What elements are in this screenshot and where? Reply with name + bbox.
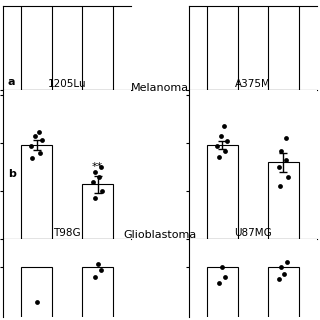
Point bbox=[93, 169, 98, 174]
Bar bbox=[21, 0, 52, 90]
Title: T98G: T98G bbox=[53, 228, 81, 238]
Point bbox=[282, 272, 287, 277]
Title: U87MG: U87MG bbox=[234, 228, 272, 238]
Title: 1205Lu: 1205Lu bbox=[48, 79, 86, 89]
Point bbox=[279, 264, 284, 269]
Point bbox=[39, 138, 44, 143]
Bar bbox=[268, 162, 299, 239]
Point bbox=[29, 143, 34, 148]
Point bbox=[95, 262, 100, 267]
Title: A375M: A375M bbox=[235, 79, 271, 89]
Point bbox=[219, 134, 224, 139]
Bar bbox=[21, 267, 52, 320]
Point bbox=[276, 164, 282, 170]
Point bbox=[99, 164, 104, 170]
Point bbox=[223, 274, 228, 279]
Text: a: a bbox=[8, 76, 15, 87]
Point bbox=[90, 180, 95, 185]
Point bbox=[279, 148, 284, 153]
Text: **: ** bbox=[92, 162, 103, 172]
Bar bbox=[207, 0, 237, 90]
Point bbox=[284, 158, 289, 163]
Point bbox=[37, 150, 42, 155]
Point bbox=[285, 174, 290, 179]
Point bbox=[215, 143, 220, 148]
Point bbox=[276, 277, 282, 282]
Point bbox=[284, 259, 290, 264]
Point bbox=[36, 129, 42, 134]
Text: b: b bbox=[8, 169, 16, 180]
Point bbox=[92, 274, 97, 279]
Point bbox=[224, 139, 229, 144]
Point bbox=[217, 280, 222, 285]
Point bbox=[30, 156, 35, 161]
Point bbox=[216, 155, 221, 160]
Bar bbox=[21, 145, 52, 239]
Bar bbox=[268, 267, 299, 320]
Point bbox=[220, 264, 225, 269]
Point bbox=[283, 136, 288, 141]
Text: Glioblastoma: Glioblastoma bbox=[124, 230, 196, 240]
Point bbox=[98, 268, 103, 273]
Point bbox=[92, 195, 97, 200]
Text: Melanoma: Melanoma bbox=[131, 83, 189, 93]
Point bbox=[222, 148, 227, 153]
Bar bbox=[83, 0, 113, 90]
Point bbox=[100, 188, 105, 194]
Bar bbox=[207, 267, 237, 320]
Bar bbox=[83, 267, 113, 320]
Point bbox=[278, 184, 283, 189]
Point bbox=[32, 134, 37, 139]
Point bbox=[96, 174, 101, 179]
Point bbox=[221, 123, 227, 128]
Bar bbox=[207, 145, 237, 239]
Point bbox=[34, 299, 39, 304]
Bar bbox=[83, 184, 113, 239]
Bar bbox=[268, 0, 299, 90]
